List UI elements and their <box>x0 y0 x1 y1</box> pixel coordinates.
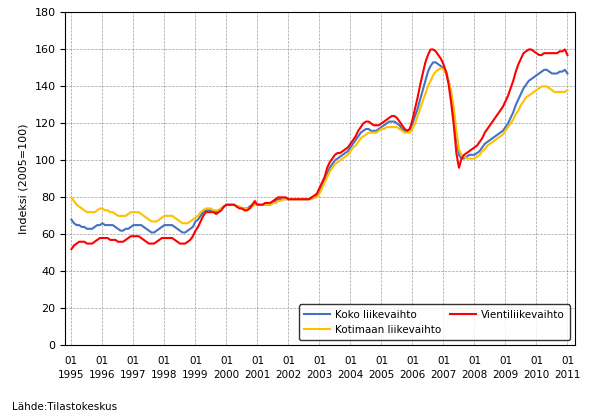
Text: 01: 01 <box>189 357 202 366</box>
Vientiliikevaihto <box>440 62 447 67</box>
Text: 2005: 2005 <box>368 370 394 380</box>
Text: 1999: 1999 <box>182 370 209 380</box>
Text: 2009: 2009 <box>492 370 519 380</box>
Vientiliikevaihto <box>68 247 75 252</box>
Text: 01: 01 <box>220 357 233 366</box>
Koko liikevaihto <box>445 78 452 83</box>
Vientiliikevaihto <box>267 201 274 206</box>
Legend: Koko liikevaihto, Kotimaan liikevaihto, Vientiliikevaihto: Koko liikevaihto, Kotimaan liikevaihto, … <box>299 305 570 340</box>
Kotimaan liikevaihto <box>68 195 75 200</box>
Text: 2003: 2003 <box>307 370 333 380</box>
Text: 2008: 2008 <box>461 370 487 380</box>
Koko liikevaihto <box>564 71 571 76</box>
Vientiliikevaihto <box>375 123 382 128</box>
Koko liikevaihto <box>68 217 75 222</box>
Text: 2004: 2004 <box>337 370 364 380</box>
Line: Koko liikevaihto: Koko liikevaihto <box>71 62 568 233</box>
Text: 01: 01 <box>530 357 543 366</box>
Text: 01: 01 <box>313 357 326 366</box>
Koko liikevaihto <box>429 60 436 65</box>
Kotimaan liikevaihto <box>564 88 571 93</box>
Text: 01: 01 <box>344 357 357 366</box>
Y-axis label: Indeksi (2005=100): Indeksi (2005=100) <box>19 124 29 234</box>
Text: 1997: 1997 <box>120 370 146 380</box>
Koko liikevaihto <box>442 69 449 74</box>
Text: 01: 01 <box>251 357 264 366</box>
Text: 2006: 2006 <box>399 370 426 380</box>
Text: 01: 01 <box>499 357 512 366</box>
Koko liikevaihto <box>251 201 259 206</box>
Text: 2011: 2011 <box>554 370 581 380</box>
Koko liikevaihto <box>187 226 194 231</box>
Text: 2000: 2000 <box>213 370 240 380</box>
Text: 01: 01 <box>282 357 295 366</box>
Koko liikevaihto <box>148 230 155 235</box>
Kotimaan liikevaihto <box>445 78 452 83</box>
Text: 2010: 2010 <box>524 370 550 380</box>
Vientiliikevaihto <box>427 47 434 52</box>
Text: 2007: 2007 <box>431 370 457 380</box>
Kotimaan liikevaihto <box>442 71 449 76</box>
Text: 2002: 2002 <box>275 370 302 380</box>
Vientiliikevaihto <box>564 52 571 57</box>
Text: 01: 01 <box>437 357 450 366</box>
Text: 01: 01 <box>468 357 481 366</box>
Kotimaan liikevaihto <box>378 126 385 131</box>
Text: 1995: 1995 <box>58 370 85 380</box>
Kotimaan liikevaihto <box>251 202 259 207</box>
Text: 01: 01 <box>375 357 388 366</box>
Line: Kotimaan liikevaihto: Kotimaan liikevaihto <box>71 68 568 223</box>
Kotimaan liikevaihto <box>179 221 186 226</box>
Text: 01: 01 <box>65 357 78 366</box>
Text: 01: 01 <box>406 357 419 366</box>
Text: Lähde:Tilastokeskus: Lähde:Tilastokeskus <box>12 402 117 412</box>
Text: 01: 01 <box>127 357 140 366</box>
Text: 2001: 2001 <box>244 370 270 380</box>
Vientiliikevaihto <box>184 239 192 244</box>
Text: 1998: 1998 <box>151 370 178 380</box>
Text: 01: 01 <box>158 357 171 366</box>
Vientiliikevaihto <box>442 69 449 74</box>
Kotimaan liikevaihto <box>269 201 276 206</box>
Kotimaan liikevaihto <box>437 65 444 70</box>
Text: 1996: 1996 <box>89 370 116 380</box>
Koko liikevaihto <box>269 201 276 206</box>
Text: 01: 01 <box>96 357 109 366</box>
Vientiliikevaihto <box>248 202 256 207</box>
Kotimaan liikevaihto <box>187 219 194 224</box>
Koko liikevaihto <box>378 125 385 130</box>
Text: 01: 01 <box>561 357 574 366</box>
Line: Vientiliikevaihto: Vientiliikevaihto <box>71 50 568 249</box>
